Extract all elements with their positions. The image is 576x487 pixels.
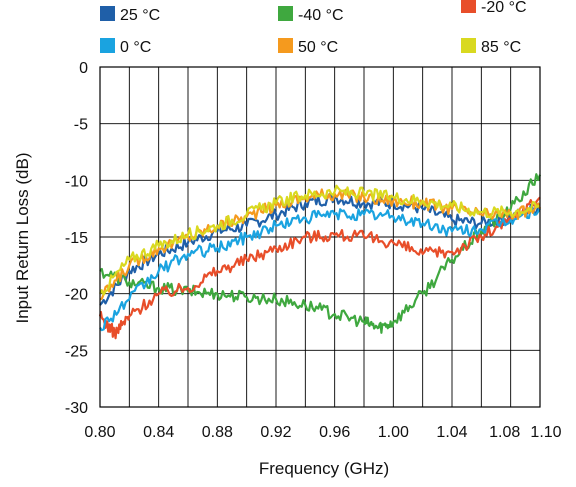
series-line-2: [98, 196, 541, 340]
y-tick-label: -15: [65, 230, 88, 247]
legend-label: -40 °C: [298, 7, 344, 24]
x-tick-label: 0.84: [143, 424, 174, 441]
legend-swatch: [278, 38, 293, 53]
y-tick-label: -10: [65, 173, 88, 190]
legend-swatch: [461, 38, 476, 53]
legend-label: 0 °C: [120, 39, 151, 56]
plot-frame: [99, 66, 541, 408]
legend-swatch: [461, 0, 476, 13]
legend-label: 85 °C: [481, 39, 521, 56]
x-tick-label: 0.92: [260, 424, 291, 441]
series-line-0: [99, 192, 541, 306]
x-axis-title: Frequency (GHz): [259, 459, 389, 478]
legend-label: 50 °C: [298, 39, 338, 56]
x-tick-label: 0.80: [84, 424, 115, 441]
legend-swatch: [278, 6, 293, 21]
y-tick-label: 0: [79, 60, 88, 77]
series-line-3: [99, 205, 541, 332]
legend-swatch: [100, 6, 115, 21]
x-tick-label: 1.04: [436, 424, 467, 441]
legend-label: -20 °C: [481, 0, 527, 16]
y-axis-title: Input Return Loss (dB): [13, 152, 32, 323]
series-line-5: [99, 184, 541, 296]
x-tick-label: 1.08: [489, 424, 520, 441]
x-tick-label: 1.00: [378, 424, 409, 441]
y-tick-label: -25: [65, 343, 88, 360]
y-tick-label: -30: [65, 400, 88, 417]
x-tick-labels: 0.80 0.84 0.88 0.92 0.96 1.00 1.04 1.08 1.10: [84, 424, 561, 441]
x-tick-label: 1.10: [530, 424, 561, 441]
legend-swatch: [100, 38, 115, 53]
y-tick-label: -5: [74, 117, 88, 134]
legend-label: 25 °C: [120, 7, 160, 24]
x-tick-label: 0.96: [319, 424, 350, 441]
series-lines: [98, 173, 542, 340]
legend: 25 °C -40 °C -20 °C 0 °C 50 °C 85 °C: [100, 0, 527, 56]
x-tick-label: 0.88: [202, 424, 233, 441]
y-tick-label: -20: [65, 287, 88, 304]
y-tick-labels: 0 -5 -10 -15 -20 -25 -30: [65, 60, 88, 417]
series-line-1: [99, 173, 542, 334]
